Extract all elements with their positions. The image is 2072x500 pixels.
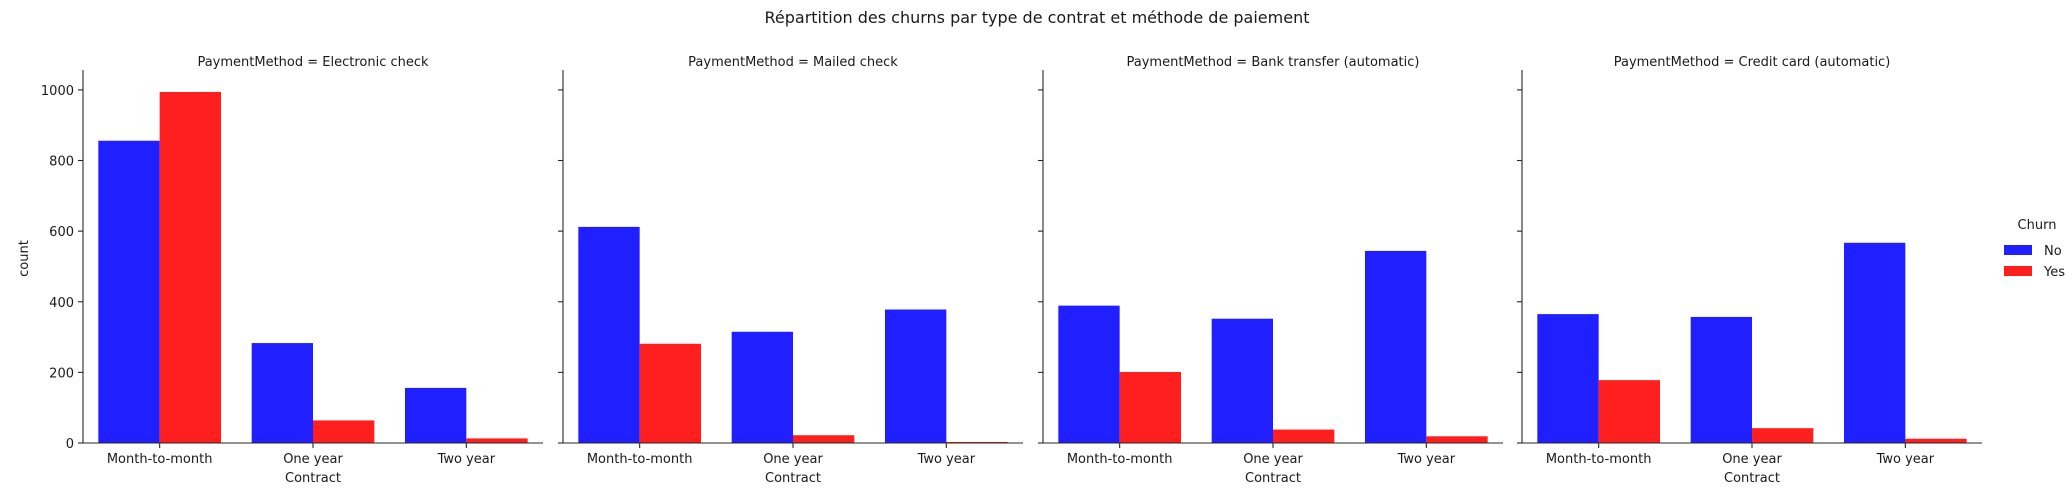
- panel-title: PaymentMethod = Bank transfer (automatic…: [1127, 55, 1420, 70]
- y-tick-label: 0: [66, 437, 74, 452]
- bar-no-one-year: [1690, 316, 1752, 443]
- bar-no-month-to-month: [1058, 305, 1120, 443]
- bar-no-two-year: [1844, 242, 1906, 443]
- y-tick-label: 200: [49, 366, 74, 381]
- legend-swatch-yes: [2004, 266, 2032, 276]
- bar-no-one-year: [731, 331, 793, 443]
- x-axis-label: Contract: [1724, 471, 1780, 486]
- x-tick-label: Month-to-month: [587, 452, 693, 467]
- bar-yes-one-year: [313, 420, 375, 443]
- bar-no-two-year: [1365, 250, 1427, 443]
- x-tick-label: One year: [1722, 452, 1782, 467]
- bar-no-month-to-month: [1537, 314, 1599, 443]
- bar-no-one-year: [251, 343, 313, 443]
- x-axis-label: Contract: [285, 471, 341, 486]
- x-axis-label: Contract: [1245, 471, 1301, 486]
- panel-title: PaymentMethod = Credit card (automatic): [1614, 55, 1891, 70]
- facet-panel-1: PaymentMethod = Electronic check 0 200 400 6…: [17, 55, 543, 486]
- bar-no-one-year: [1211, 318, 1273, 443]
- facet-panel-2: PaymentMethod = Mailed check Month-to-mon…: [558, 55, 1023, 486]
- x-tick-label: One year: [1243, 452, 1303, 467]
- x-tick-label: Two year: [917, 452, 976, 467]
- x-tick-label: Two year: [1397, 452, 1456, 467]
- bar-yes-two-year: [466, 438, 528, 443]
- x-tick-label: One year: [763, 452, 823, 467]
- y-tick-label: 1000: [41, 84, 74, 99]
- facet-panel-3: PaymentMethod = Bank transfer (automatic…: [1038, 55, 1503, 486]
- x-tick-label: Two year: [437, 452, 496, 467]
- y-axis-label: count: [17, 240, 32, 277]
- bar-yes-two-year: [1426, 436, 1488, 443]
- y-tick-label: 400: [49, 296, 74, 311]
- y-tick-label: 800: [49, 155, 74, 170]
- x-axis-label: Contract: [765, 471, 821, 486]
- bar-yes-one-year: [1273, 429, 1335, 443]
- bar-yes-month-to-month: [159, 92, 221, 443]
- panel-title: PaymentMethod = Electronic check: [197, 55, 429, 70]
- facet-panel-4: PaymentMethod = Credit card (automatic) M…: [1517, 55, 1982, 486]
- bar-yes-month-to-month: [1598, 380, 1660, 443]
- bar-no-two-year: [405, 387, 467, 443]
- bar-no-month-to-month: [578, 226, 640, 443]
- chart-title: Répartition des churns par type de contr…: [765, 8, 1310, 27]
- panel-title: PaymentMethod = Mailed check: [688, 55, 898, 70]
- x-tick-label: Two year: [1876, 452, 1935, 467]
- bar-no-month-to-month: [98, 140, 160, 444]
- x-tick-label: Month-to-month: [107, 452, 213, 467]
- y-tick-label: 600: [49, 225, 74, 240]
- x-tick-label: Month-to-month: [1067, 452, 1173, 467]
- bar-yes-month-to-month: [1119, 372, 1181, 443]
- bar-no-two-year: [885, 309, 947, 443]
- legend-title: Churn: [2018, 218, 2057, 233]
- bar-yes-two-year: [1905, 438, 1967, 443]
- x-tick-label: Month-to-month: [1546, 452, 1652, 467]
- bar-yes-one-year: [1752, 428, 1814, 443]
- legend-label-no: No: [2044, 244, 2062, 259]
- legend-label-yes: Yes: [2043, 265, 2065, 280]
- legend-swatch-no: [2004, 245, 2032, 255]
- legend: Churn No Yes: [2004, 218, 2065, 280]
- bar-yes-one-year: [793, 435, 855, 443]
- panels-group: PaymentMethod = Electronic check 0 200 400 6…: [17, 55, 1982, 486]
- x-tick-label: One year: [283, 452, 343, 467]
- bar-yes-month-to-month: [639, 343, 701, 443]
